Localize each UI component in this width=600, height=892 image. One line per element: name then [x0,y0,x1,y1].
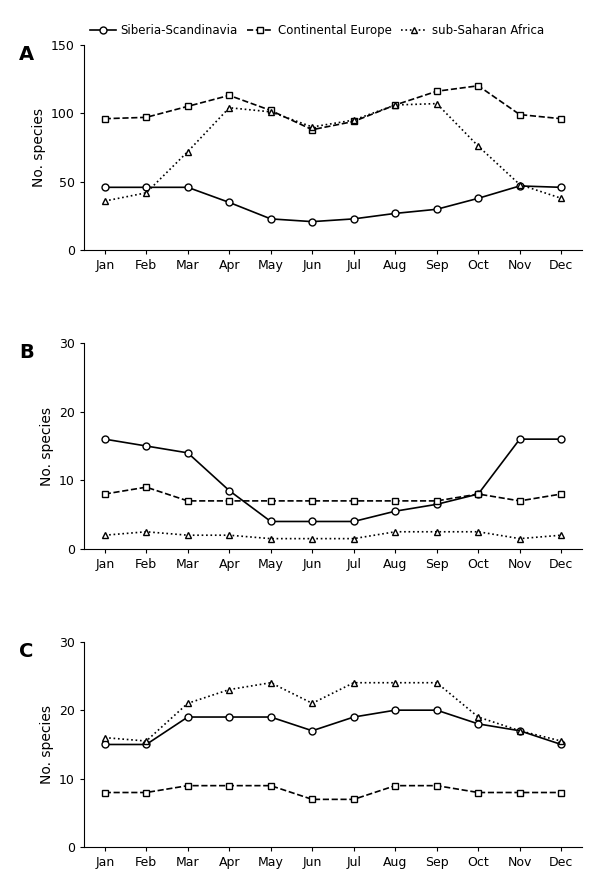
Text: B: B [19,343,34,362]
Text: C: C [19,641,34,661]
Y-axis label: No. species: No. species [32,108,46,187]
Text: A: A [19,45,34,63]
Y-axis label: No. species: No. species [40,407,53,485]
Y-axis label: No. species: No. species [40,705,53,784]
Legend: Siberia-Scandinavia, Continental Europe, sub-Saharan Africa: Siberia-Scandinavia, Continental Europe,… [90,24,544,37]
